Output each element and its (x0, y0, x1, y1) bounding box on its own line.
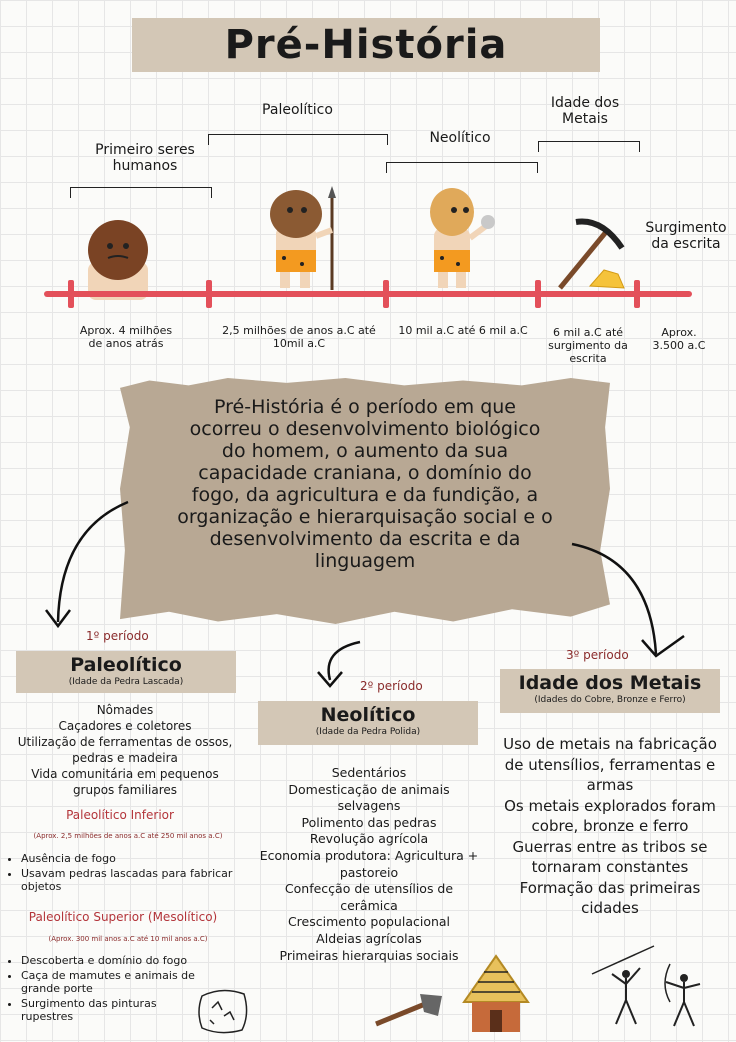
timeline-tick (383, 280, 389, 308)
list-item: Surgimento das pinturas rupestres (21, 997, 211, 1023)
paleolitico-subtitle: (Idade da Pedra Lascada) (68, 677, 184, 687)
metais-subtitle: (Idades do Cobre, Bronze e Ferro) (534, 695, 686, 705)
arrows-layer (45, 500, 685, 688)
paleolitico-title: Paleolítico (70, 654, 182, 676)
cave-painting-icon (198, 989, 248, 1034)
list-item: Usavam pedras lascadas para fabricar obj… (21, 867, 235, 893)
straw-hut-icon (462, 954, 530, 1032)
neolitico-title: Neolítico (320, 704, 416, 726)
paleolitico-superior-date: (Aprox. 300 mil anos a.C até 10 mil anos… (48, 935, 208, 943)
list-item: Domesticação de animais selvagens (288, 781, 450, 814)
timeline-bar (44, 291, 692, 297)
metais-title: Idade dos Metais (518, 672, 702, 694)
paleolitico-inferior-title: Paleolítico Inferior (66, 808, 174, 822)
bracket-label-metais: Idade dos Metais (550, 95, 620, 127)
list-item: Nômades (96, 703, 154, 717)
list-item: Aldeias agrícolas (316, 930, 422, 946)
date-metais: 6 mil a.C até surgimento da escrita (548, 326, 628, 365)
bracket-primeiros (70, 187, 212, 198)
paleolitico-superior-title: Paleolítico Superior (Mesolítico) (28, 910, 218, 924)
definition-text: Pré-História é o período em que ocorreu … (177, 396, 553, 572)
list-item: Descoberta e domínio do fogo (21, 954, 211, 967)
date-paleolitico: 2,5 milhões de anos a.C até 10mil a.C (222, 324, 376, 350)
bracket-label-neolitico: Neolítico (429, 130, 491, 146)
bracket-neolitico (386, 162, 538, 173)
list-item: Uso de metais na fabricação de utensílio… (503, 735, 717, 794)
timeline-tick (535, 280, 541, 308)
list-item: Primeiras hierarquias sociais (279, 947, 459, 963)
caveman-blond-icon (430, 188, 495, 288)
date-neolitico: 10 mil a.C até 6 mil a.C (398, 324, 528, 337)
list-item: Sedentários (331, 765, 407, 780)
list-item: Crescimento populacional (287, 914, 451, 930)
timeline-tick (68, 280, 74, 308)
list-item: Formação das primeiras cidades (519, 878, 701, 918)
paleolitico-box: Paleolítico (Idade da Pedra Lascada) (16, 651, 236, 693)
list-item: Polimento das pedras (301, 814, 437, 830)
list-item: Economia produtora: Agricultura + pastor… (259, 847, 479, 880)
stick-hunters-icon (591, 945, 701, 1027)
neolitico-subtitle: (Idade da Pedra Polida) (315, 727, 421, 737)
period-label-2: 2º período (360, 679, 423, 693)
list-item: Guerras entre as tribos se tornaram cons… (512, 837, 708, 877)
bracket-paleolitico (208, 134, 388, 145)
metais-box: Idade dos Metais (Idades do Cobre, Bronz… (500, 669, 720, 713)
caveman-hair-icon (88, 220, 148, 300)
date-escrita: Aprox. 3.500 a.C (652, 326, 706, 352)
escrita-label: Surgimento da escrita (645, 220, 727, 252)
period-label-3: 3º período (566, 648, 629, 662)
paleolitico-inferior-date: (Aprox. 2,5 milhões de anos a.C até 250 … (33, 832, 223, 840)
timeline-tick (634, 280, 640, 308)
date-primeiros: Aprox. 4 milhões de anos atrás (79, 324, 173, 350)
paleolitico-superior-list: Descoberta e domínio do fogo Caça de mam… (6, 954, 211, 1025)
list-item: Vida comunitária em pequenos grupos fami… (31, 767, 219, 797)
list-item: Confecção de utensílios de cerâmica (284, 881, 454, 913)
list-item: Utilização de ferramentas de ossos, pedr… (17, 735, 233, 765)
list-item: Ausência de fogo (21, 852, 235, 865)
timeline-tick (206, 280, 212, 308)
bracket-label-primeiros: Primeiro seres humanos (95, 142, 195, 174)
caveman-spear-icon (270, 186, 336, 290)
paleolitico-inferior-list: Ausência de fogo Usavam pedras lascadas … (6, 852, 235, 895)
metais-list: Uso de metais na fabricação de utensílio… (494, 734, 726, 919)
list-item: Os metais explorados foram cobre, bronze… (504, 796, 716, 836)
list-item: Caçadores e coletores (58, 719, 192, 733)
title-banner (132, 18, 600, 72)
definition-paper (120, 378, 610, 624)
period-label-1: 1º período (86, 629, 149, 643)
neolitico-box: Neolítico (Idade da Pedra Polida) (258, 701, 478, 745)
list-item: Revolução agrícola (309, 831, 429, 847)
stone-axe-icon (375, 994, 442, 1027)
pickaxe-gold-icon (558, 218, 625, 290)
neolitico-list: Sedentários Domesticação de animais selv… (256, 765, 482, 964)
bracket-metais (538, 141, 640, 152)
bracket-label-paleolitico: Paleolítico (262, 102, 333, 118)
list-item: Caça de mamutes e animais de grande port… (21, 969, 211, 995)
page-title: Pré-História (224, 22, 508, 68)
paleolitico-list: Nômades Caçadores e coletores Utilização… (10, 702, 240, 798)
